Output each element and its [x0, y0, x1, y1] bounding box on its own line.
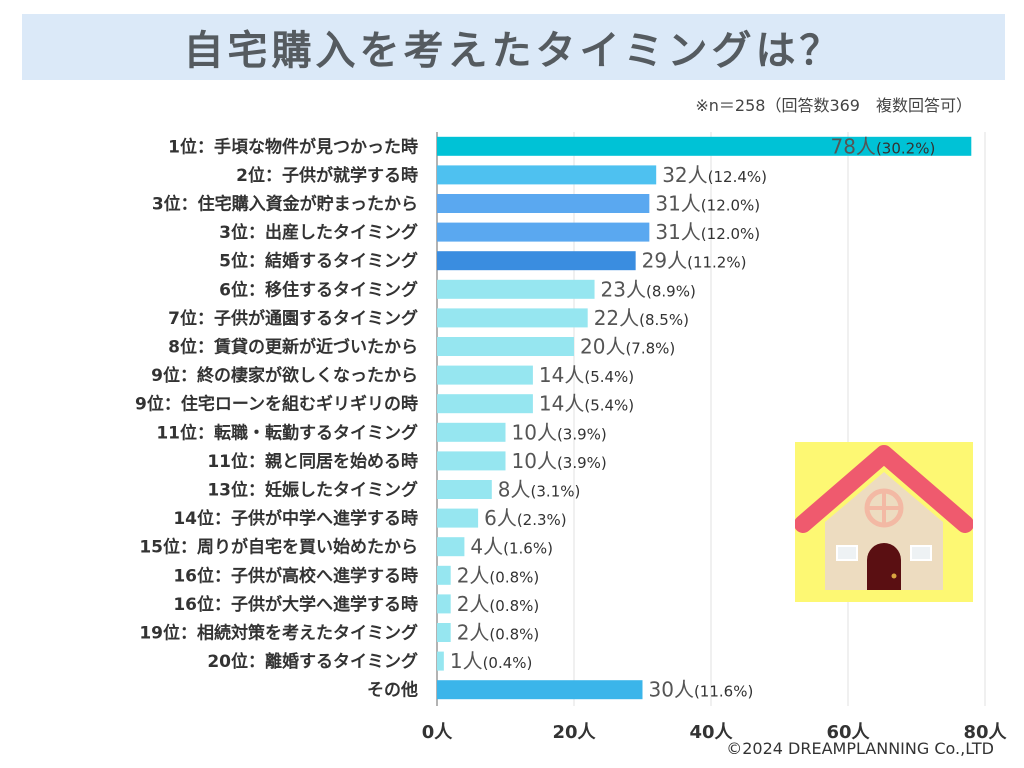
category-label: 11位：転職・転勤するタイミング — [156, 422, 418, 443]
x-tick-label: 40人 — [689, 722, 733, 743]
category-label: 6位：移住するタイミング — [219, 279, 418, 300]
category-label: 14位：子供が中学へ進学する時 — [173, 508, 418, 529]
category-label: 8位：賃貸の更新が近づいたから — [168, 337, 418, 358]
data-label: 4人(1.6%) — [470, 535, 553, 559]
bar — [437, 680, 643, 700]
data-label: 14人(5.4%) — [539, 363, 634, 387]
x-tick-label: 80人 — [963, 722, 1007, 743]
data-label: 14人(5.4%) — [539, 392, 634, 416]
category-label: 3位：住宅購入資金が貯まったから — [152, 194, 418, 215]
right-window — [910, 545, 932, 561]
category-label: 9位：住宅ローンを組むギリギリの時 — [135, 394, 418, 415]
title-band: 自宅購入を考えたタイミングは？ — [22, 14, 1005, 80]
category-label: 16位：子供が大学へ進学する時 — [173, 594, 418, 615]
data-label: 2人(0.8%) — [457, 621, 540, 645]
category-label: 2位：子供が就学する時 — [236, 165, 418, 186]
category-label: 7位：子供が通園するタイミング — [168, 308, 418, 329]
category-label: 15位：周りが自宅を買い始めたから — [139, 537, 418, 558]
house-illustration — [795, 442, 973, 602]
data-label: 32人(12.4%) — [662, 163, 767, 187]
bar — [437, 136, 972, 156]
data-label: 6人(2.3%) — [484, 506, 567, 530]
bar — [437, 194, 650, 213]
bar — [437, 165, 657, 185]
data-label: 20人(7.8%) — [580, 335, 675, 359]
sample-note: ※n＝258（回答数369 複数回答可） — [695, 96, 972, 115]
category-label: 13位：妊娠したタイミング — [207, 480, 418, 501]
data-label: 2人(0.8%) — [457, 592, 540, 616]
bar — [437, 422, 506, 442]
house-roof — [795, 445, 973, 533]
data-label: 8人(3.1%) — [498, 478, 581, 502]
bar — [437, 623, 451, 642]
bar — [437, 565, 451, 585]
data-label: 10人(3.9%) — [512, 449, 607, 473]
data-label: 23人(8.9%) — [601, 277, 696, 301]
data-label: 78人(30.2%) — [830, 134, 935, 158]
bar — [437, 451, 506, 471]
bar — [437, 337, 574, 356]
data-label: 2人(0.8%) — [457, 563, 540, 587]
house-door — [867, 543, 901, 590]
left-window — [836, 545, 858, 561]
bar — [437, 365, 533, 385]
bar — [437, 480, 492, 499]
data-label: 10人(3.9%) — [512, 420, 607, 444]
x-tick-label: 20人 — [552, 722, 596, 743]
category-label: 11位：親と同居を始める時 — [207, 451, 418, 472]
bar — [437, 222, 650, 242]
chart-title: 自宅購入を考えたタイミングは？ — [183, 28, 844, 74]
category-label: 5位：結婚するタイミング — [219, 251, 418, 272]
data-label: 31人(12.0%) — [655, 192, 760, 216]
bar — [437, 251, 636, 271]
category-label: その他 — [367, 680, 418, 701]
data-label: 22人(8.5%) — [594, 306, 689, 330]
bar — [437, 279, 595, 299]
x-tick-label: 0人 — [422, 722, 454, 743]
bar — [437, 508, 479, 528]
category-label: 3位：出産したタイミング — [219, 222, 418, 243]
copyright: ©2024 DREAMPLANNING Co.,LTD — [726, 739, 994, 758]
category-label: 19位：相続対策を考えたタイミング — [139, 623, 418, 644]
category-label: 1位：手頃な物件が見つかった時 — [168, 136, 418, 157]
bar — [437, 394, 533, 414]
data-label: 30人(11.6%) — [649, 678, 754, 702]
bar — [437, 308, 588, 328]
category-label: 9位：終の棲家が欲しくなったから — [151, 365, 418, 386]
data-label: 1人(0.4%) — [450, 649, 533, 673]
category-label: 16位：子供が高校へ進学する時 — [173, 565, 418, 586]
category-label: 20位：離婚するタイミング — [207, 651, 418, 672]
data-label: 31人(12.0%) — [655, 220, 760, 244]
x-tick-label: 60人 — [826, 722, 870, 743]
door-knob — [891, 573, 897, 579]
data-label: 29人(11.2%) — [642, 249, 747, 273]
bar — [437, 651, 444, 671]
bar — [437, 537, 465, 557]
bar — [437, 594, 451, 614]
